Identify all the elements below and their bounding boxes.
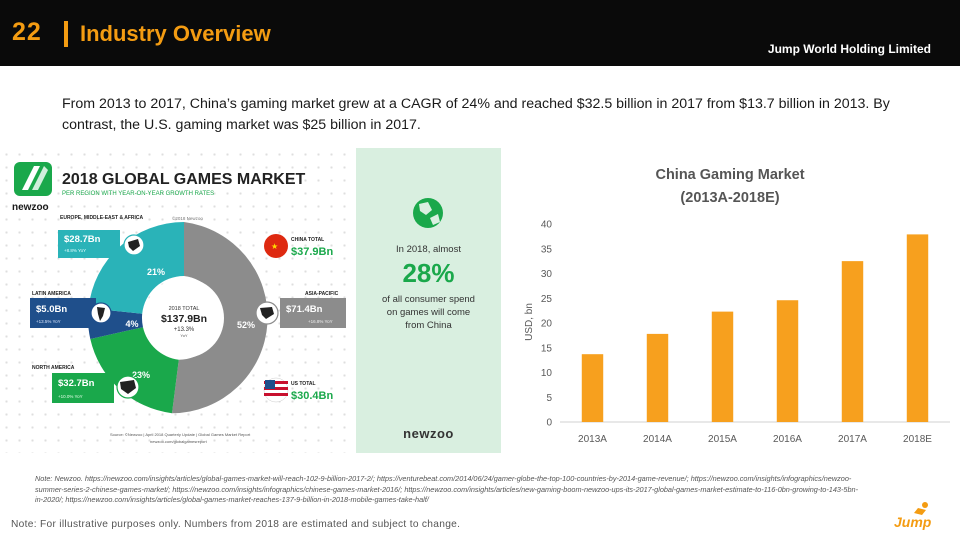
y-tick-label: 25 <box>541 294 553 305</box>
share-emea: 21% <box>147 267 165 277</box>
apac-name: ASIA-PACIFIC <box>305 291 339 297</box>
china-gaming-chart: China Gaming Market (2013A-2018E) USD, b… <box>510 148 960 453</box>
latam-growth: +13.5% YoY <box>36 319 61 324</box>
infographic-source-url: newzoo.com/globalgamesreport <box>150 439 208 444</box>
emea-growth: +8.8% YoY <box>64 248 86 253</box>
na-growth: +10.0% YoY <box>58 394 83 399</box>
emea-name: EUROPE, MIDDLE-EAST & AFRICA <box>60 215 144 221</box>
emea-value: $28.7Bn <box>64 234 101 245</box>
x-tick-label: 2016A <box>773 434 802 445</box>
na-box <box>52 373 114 403</box>
us-label: US TOTAL <box>291 381 316 387</box>
donut-total-growth: +13.3% <box>174 327 195 333</box>
donut-total-label: 2018 TOTAL <box>169 306 200 312</box>
bar-2015A <box>711 311 734 422</box>
china-share-panel: In 2018, almost 28% of all consumer spen… <box>356 148 501 453</box>
y-tick-label: 10 <box>541 368 553 379</box>
chart-title: China Gaming Market <box>655 167 804 183</box>
y-tick-label: 0 <box>546 418 552 429</box>
bar-chart-svg: China Gaming Market (2013A-2018E) USD, b… <box>524 167 950 445</box>
apac-value: $71.4Bn <box>286 304 323 315</box>
bar-2018E <box>906 234 929 422</box>
na-value: $32.7Bn <box>58 378 95 389</box>
source-footnote: Note: Newzoo. https://newzoo.com/insight… <box>35 474 859 504</box>
panel-line3: on games will come <box>386 307 471 318</box>
latam-name: LATIN AMERICA <box>32 291 71 297</box>
donut-chart: 2018 TOTAL $137.9Bn +13.3% YoY 21% 4% 23… <box>87 222 268 414</box>
newzoo-infographic: newzoo 2018 GLOBAL GAMES MARKET PER REGI… <box>0 148 355 453</box>
title-divider <box>64 21 68 47</box>
infographic-title: 2018 GLOBAL GAMES MARKET <box>62 171 306 188</box>
jump-logo-icon: Jump <box>894 502 932 530</box>
globe-svg <box>413 198 443 228</box>
panel-line2: of all consumer spend <box>382 294 475 305</box>
panel-line4: from China <box>405 320 452 331</box>
x-tick-label: 2014A <box>643 434 672 445</box>
slide-title: Industry Overview <box>80 21 271 46</box>
share-na: 23% <box>132 370 150 380</box>
china-value: $37.9Bn <box>291 246 333 258</box>
emea-box <box>58 230 120 258</box>
y-tick-label: 5 <box>546 393 552 404</box>
infographic-brand: newzoo <box>12 202 49 213</box>
company-name: Jump World Holding Limited <box>767 42 931 56</box>
donut-slice-apac <box>172 222 268 414</box>
latam-box <box>30 298 96 328</box>
china-label: CHINA TOTAL <box>291 237 324 243</box>
header-bar: 22 Industry Overview Jump World Holding … <box>0 0 960 66</box>
infographic-source: Source: ©Newzoo | April 2018 Quarterly U… <box>110 432 251 437</box>
y-tick-label: 35 <box>541 244 553 255</box>
y-tick-label: 20 <box>541 319 553 330</box>
bar-2013A <box>581 354 604 422</box>
na-name: NORTH AMERICA <box>32 365 75 371</box>
latam-value: $5.0Bn <box>36 304 67 315</box>
panel-percent: 28% <box>402 258 455 288</box>
panel-brand: newzoo <box>403 426 454 441</box>
jump-logo-text: Jump <box>894 514 932 530</box>
x-tick-label: 2015A <box>708 434 737 445</box>
y-tick-label: 15 <box>541 343 553 354</box>
donut-total-value: $137.9Bn <box>161 313 207 325</box>
us-flag-icon <box>263 377 289 403</box>
bar-2014A <box>646 333 669 422</box>
x-tick-label: 2013A <box>578 434 607 445</box>
slide-number: 22 <box>12 18 42 46</box>
infographic-copyright: ©2018 Newzoo <box>172 215 203 221</box>
donut-total-growth-unit: YoY <box>180 333 188 338</box>
donut-slice-emea <box>88 222 184 314</box>
bar-2016A <box>776 300 799 422</box>
us-value: $30.4Bn <box>291 390 333 402</box>
infographic-svg: newzoo 2018 GLOBAL GAMES MARKET PER REGI… <box>12 162 346 444</box>
apac-box <box>280 298 346 328</box>
newzoo-logo-icon <box>14 162 52 196</box>
x-tick-label: 2018E <box>903 434 932 445</box>
share-latam: 4% <box>125 319 138 329</box>
infographic-subtitle: PER REGION WITH YEAR-ON-YEAR GROWTH RATE… <box>62 191 214 197</box>
donut-slice-na <box>90 327 179 414</box>
intro-paragraph: From 2013 to 2017, China’s gaming market… <box>62 96 890 133</box>
globe-icon <box>413 198 443 228</box>
svg-text:★: ★ <box>271 242 278 251</box>
y-tick-label: 40 <box>541 220 553 231</box>
y-axis-label: USD, bn <box>524 303 535 341</box>
apac-growth: +16.8% YoY <box>308 319 333 324</box>
x-tick-label: 2017A <box>838 434 867 445</box>
bar-2017A <box>841 261 864 422</box>
share-apac: 52% <box>237 320 255 330</box>
panel-line1: In 2018, almost <box>396 244 461 255</box>
china-flag-icon <box>264 234 288 258</box>
y-tick-label: 30 <box>541 269 553 280</box>
chart-subtitle: (2013A-2018E) <box>680 190 779 206</box>
illustrative-note: Note: For illustrative purposes only. Nu… <box>11 519 461 530</box>
